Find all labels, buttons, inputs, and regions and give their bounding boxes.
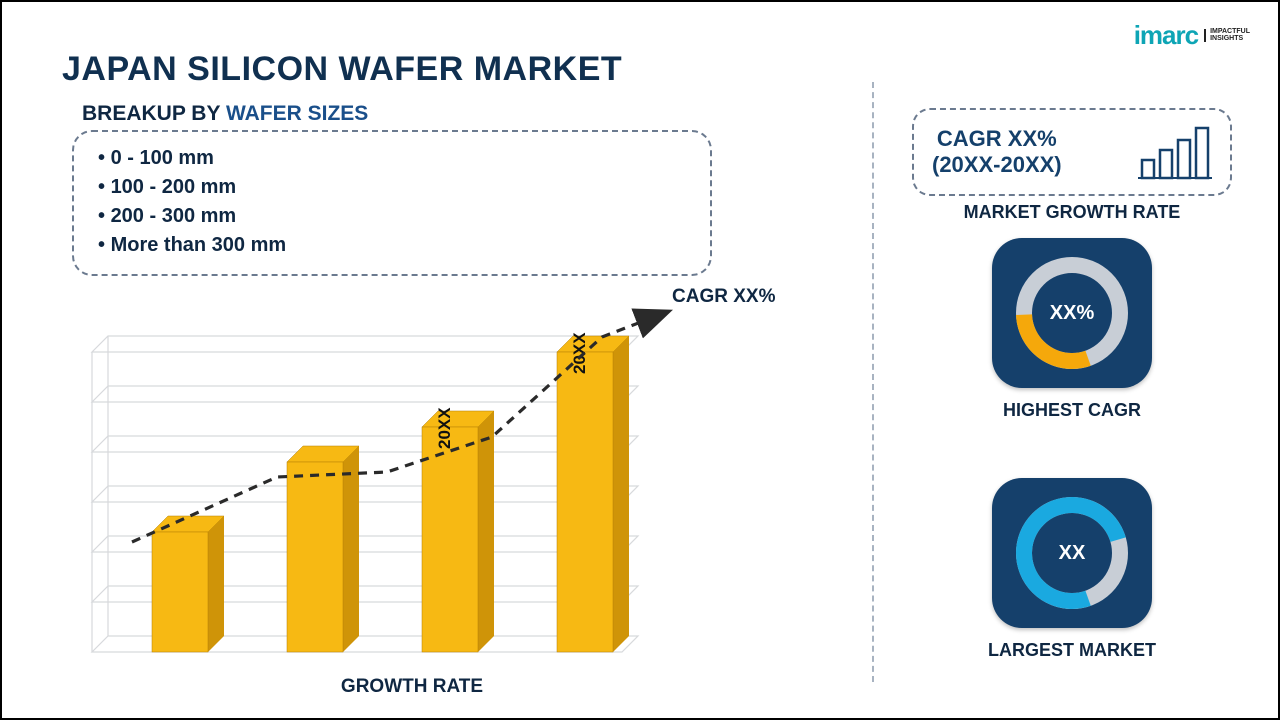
- growth-bar-chart: 20XX20XX GROWTH RATE: [62, 292, 762, 692]
- cagr-line2: (20XX-20XX): [932, 152, 1062, 177]
- chart-svg: 20XX 20XX: [62, 292, 762, 692]
- bars-icon: [1136, 124, 1212, 180]
- segments-list: 0 - 100 mm 100 - 200 mm 200 - 300 mm Mor…: [98, 144, 686, 260]
- cagr-line1: CAGR XX%: [937, 126, 1057, 151]
- breakup-subtitle: BREAKUP BY WAFER SIZES: [82, 102, 368, 126]
- tile2-value: XX: [1059, 542, 1086, 565]
- brand-tagline: IMPACTFUL INSIGHTS: [1204, 29, 1250, 42]
- list-item: 100 - 200 mm: [98, 173, 686, 202]
- subtitle-prefix: BREAKUP BY: [82, 102, 226, 125]
- list-item: 0 - 100 mm: [98, 144, 686, 173]
- svg-text:20XX: 20XX: [435, 407, 454, 449]
- subtitle-highlight: WAFER SIZES: [226, 102, 368, 125]
- brand-name: imarc: [1134, 20, 1198, 51]
- label-growth-rate: MARKET GROWTH RATE: [912, 202, 1232, 223]
- page-title: JAPAN SILICON WAFER MARKET: [62, 50, 622, 89]
- cagr-kpi-text: CAGR XX% (20XX-20XX): [932, 126, 1062, 179]
- tile-highest-cagr: XX%: [992, 238, 1152, 388]
- tile1-value: XX%: [1050, 302, 1094, 325]
- svg-text:20XX: 20XX: [570, 332, 589, 374]
- cagr-kpi-box: CAGR XX% (20XX-20XX): [912, 108, 1232, 196]
- segments-box: 0 - 100 mm 100 - 200 mm 200 - 300 mm Mor…: [72, 130, 712, 276]
- label-highest-cagr: HIGHEST CAGR: [912, 400, 1232, 421]
- list-item: More than 300 mm: [98, 231, 686, 260]
- vertical-divider: [872, 82, 874, 682]
- label-largest-market: LARGEST MARKET: [912, 640, 1232, 661]
- list-item: 200 - 300 mm: [98, 202, 686, 231]
- chart-x-label: GROWTH RATE: [62, 676, 762, 698]
- tagline-bottom: INSIGHTS: [1210, 35, 1243, 42]
- brand-logo: imarc IMPACTFUL INSIGHTS: [1134, 20, 1250, 51]
- tile-largest-market: XX: [992, 478, 1152, 628]
